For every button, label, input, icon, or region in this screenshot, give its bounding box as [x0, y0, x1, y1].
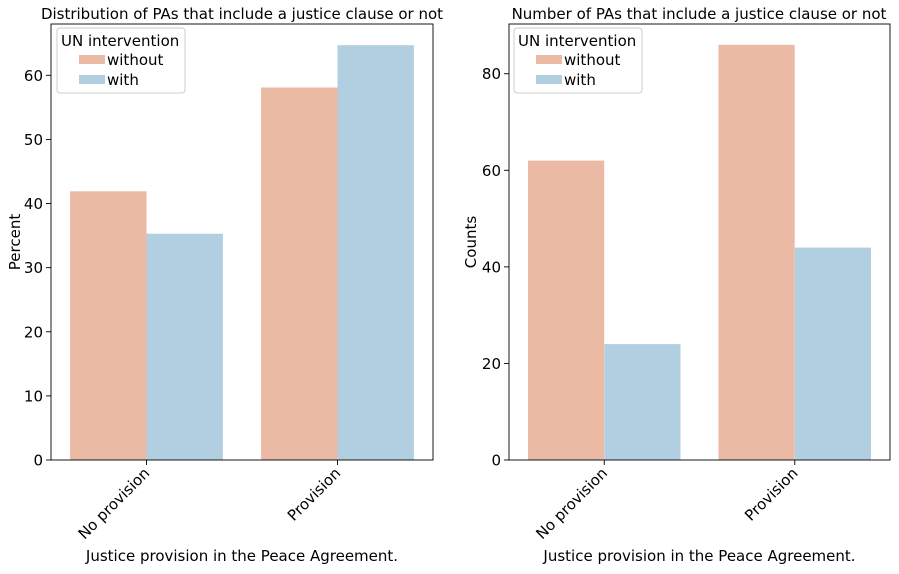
bar-without-no-provision [528, 160, 605, 460]
y-tick-label: 50 [24, 131, 43, 149]
y-tick-label: 40 [24, 195, 43, 213]
legend-title: UN intervention [518, 32, 636, 50]
bar-with-no-provision [146, 233, 223, 460]
bar-with-provision [337, 45, 414, 460]
legend-label-without: without [107, 51, 164, 69]
legend-swatch-with [536, 75, 562, 84]
y-tick-label: 80 [482, 65, 501, 83]
legend-swatch-with [79, 75, 105, 84]
bar-without-provision [261, 87, 338, 460]
bar-with-no-provision [604, 344, 681, 460]
x-tick-label: No provision [75, 464, 154, 543]
legend-label-with: with [107, 71, 139, 89]
bar-without-no-provision [70, 191, 147, 461]
legend-label-with: with [564, 71, 596, 89]
bar-without-provision [718, 44, 795, 461]
y-tick-label: 60 [482, 162, 501, 180]
y-tick-label: 10 [24, 387, 43, 405]
chart-title: Distribution of PAs that include a justi… [41, 5, 443, 23]
legend-label-without: without [564, 51, 621, 69]
x-tick-label: Provision [741, 464, 801, 524]
y-tick-label: 40 [482, 258, 501, 276]
y-tick-label: 20 [24, 323, 43, 341]
plot-frame [508, 23, 891, 461]
y-tick-label: 30 [24, 259, 43, 277]
x-axis-label: Justice provision in the Peace Agreement… [85, 547, 398, 565]
bar-with-provision [794, 247, 871, 460]
y-tick-label: 0 [33, 452, 43, 470]
legend-swatch-without [79, 55, 105, 64]
x-tick-label: No provision [532, 464, 611, 543]
y-tick-label: 20 [482, 355, 501, 373]
y-tick-label: 0 [491, 452, 501, 470]
plot-frame [50, 23, 434, 461]
chart-panel-1: Distribution of PAs that include a justi… [6, 5, 443, 565]
y-axis-label: Counts [462, 216, 480, 269]
legend-swatch-without [536, 55, 562, 64]
x-tick-label: Provision [284, 464, 344, 524]
legend-title: UN intervention [61, 32, 179, 50]
chart-panel-2: Number of PAs that include a justice cla… [462, 5, 891, 565]
y-axis-label: Percent [6, 214, 24, 271]
y-tick-label: 60 [24, 67, 43, 85]
chart-title: Number of PAs that include a justice cla… [512, 5, 887, 23]
x-axis-label: Justice provision in the Peace Agreement… [542, 547, 855, 565]
